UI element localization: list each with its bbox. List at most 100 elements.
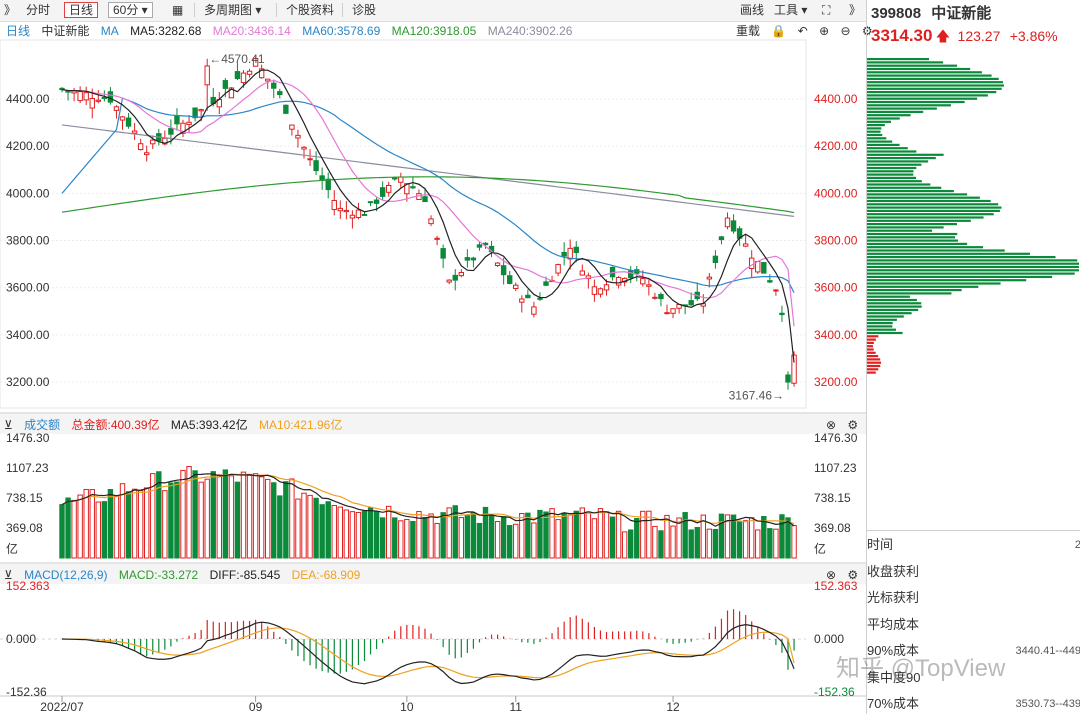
plus-icon[interactable]: ⊕	[819, 24, 830, 38]
volume-bar	[295, 498, 301, 559]
watermark: 知乎 @TopView	[836, 655, 1006, 682]
gear-icon[interactable]: ⚙	[861, 24, 873, 38]
expand-icon[interactable]: 》	[849, 3, 862, 17]
volume-bar	[59, 504, 65, 559]
close-icon[interactable]: ⊗	[826, 418, 837, 432]
chip-bar	[867, 262, 1079, 265]
candle-body	[295, 134, 301, 139]
volume-unit-right: 亿	[814, 541, 826, 556]
candle-body	[144, 152, 150, 156]
chip-bar	[867, 71, 982, 74]
volume-bar	[240, 471, 247, 559]
candle-body	[373, 199, 380, 204]
diagnose-button[interactable]: 诊股	[352, 3, 377, 17]
volume-bar	[664, 514, 670, 559]
candle-body	[131, 130, 138, 134]
volume-tick-right: 369.08	[814, 521, 851, 535]
chip-bar	[867, 328, 896, 331]
chip-bar	[867, 232, 958, 236]
volume-bar	[258, 476, 265, 559]
chip-bar	[867, 199, 991, 203]
chip-bar	[867, 67, 971, 71]
side-row-0: 时间 2	[867, 532, 1080, 558]
macd-tick-left: -152.36	[6, 685, 47, 699]
chip-bar	[867, 252, 1031, 255]
chevron-down-icon[interactable]: ⊻	[4, 418, 13, 432]
volume-bar	[144, 487, 150, 559]
volume-bar	[392, 517, 398, 559]
volume-bar	[628, 529, 634, 559]
ma240-value: MA240:3902.26	[487, 24, 573, 38]
candle-body	[355, 209, 362, 218]
period-select[interactable]: 60分 ▾	[108, 2, 153, 18]
chip-bar	[867, 275, 1053, 278]
chip-bar	[867, 308, 919, 311]
fullscreen-icon[interactable]: ⛶	[822, 3, 831, 17]
volume-bar	[246, 473, 253, 559]
candle-body	[767, 280, 773, 283]
gear-icon[interactable]: ⚙	[847, 418, 859, 432]
volume-bar	[101, 501, 108, 559]
candle-body	[773, 289, 779, 292]
volume-tick-left: 738.15	[6, 491, 43, 505]
volume-title[interactable]: 成交额	[24, 418, 61, 432]
x-tick-label: 2022/07	[40, 700, 84, 714]
candle-body	[283, 104, 289, 114]
volume-bar	[761, 516, 767, 559]
volume-bar	[367, 507, 374, 559]
candle-body	[192, 107, 198, 119]
volume-bar	[785, 517, 791, 559]
candle-body	[240, 72, 247, 84]
profile-button[interactable]: 个股资料	[286, 3, 335, 17]
tab-intraday[interactable]: 分时	[26, 3, 51, 17]
lock-icon[interactable]: 🔒	[771, 24, 787, 38]
volume-bar	[107, 488, 114, 559]
chart-area[interactable]: ←4570.41 3167.46→ 4400.00 4400.00 4200.00 42…	[0, 0, 866, 714]
multi-period-button[interactable]: 多周期图 ▾	[204, 3, 262, 17]
macd-title[interactable]: MACD(12,26,9)	[24, 568, 108, 582]
volume-bar	[319, 504, 325, 559]
minus-icon[interactable]: ⊖	[840, 24, 851, 38]
side-row-value: 3530.73--439	[1015, 698, 1080, 710]
tools-button[interactable]: 工具 ▾	[774, 3, 808, 17]
toolbar-divider	[342, 3, 343, 17]
candle-body	[65, 90, 71, 93]
volume-bar	[77, 494, 83, 559]
price-tick-left: 3600.00	[6, 281, 50, 295]
candle-body	[718, 236, 725, 241]
candle-body	[749, 257, 755, 269]
volume-bar	[71, 499, 77, 559]
chip-bar	[867, 371, 876, 374]
candle-body	[646, 284, 652, 287]
volume-ma5-line	[61, 473, 795, 527]
ma20-value: MA20:3436.14	[212, 24, 291, 38]
side-row-label: 时间	[867, 537, 894, 552]
collapse-icon[interactable]: 》	[4, 3, 17, 17]
volume-bar	[652, 525, 658, 559]
candle-body	[525, 294, 531, 299]
close-icon[interactable]: ⊗	[826, 568, 837, 582]
chip-bar	[867, 335, 879, 338]
reload-button[interactable]: 重载	[736, 24, 761, 38]
grid-icon[interactable]: ▦	[172, 3, 184, 17]
volume-bar	[216, 474, 223, 559]
volume-tick-right: 1476.30	[814, 431, 858, 445]
chip-bar	[867, 219, 971, 222]
volume-bar	[271, 482, 277, 559]
gear-icon[interactable]: ⚙	[847, 568, 859, 582]
chip-bar	[867, 272, 1075, 275]
volume-unit-left: 亿	[6, 541, 18, 556]
volume-header-bg	[0, 414, 866, 434]
chevron-down-icon[interactable]: ⊻	[4, 568, 13, 582]
chip-bar	[867, 269, 1079, 272]
volume-tick-left: 369.08	[6, 521, 43, 535]
draw-line-button[interactable]: 画线	[740, 3, 765, 17]
chip-bar	[867, 206, 1002, 209]
candle-body	[507, 275, 513, 284]
volume-bar	[561, 512, 567, 559]
ma-label[interactable]: MA	[100, 24, 119, 38]
volume-bar	[222, 469, 229, 559]
tab-daily[interactable]: 日线	[64, 2, 99, 18]
undo-icon[interactable]: ↶	[797, 24, 808, 38]
volume-bar	[192, 470, 198, 559]
